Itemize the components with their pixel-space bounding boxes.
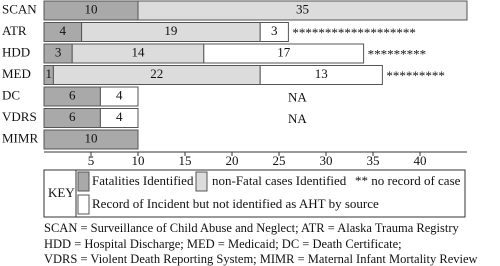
footnote: HDD = Hospital Discharge; MED = Medicaid… bbox=[44, 237, 402, 251]
legend-box bbox=[43, 169, 466, 218]
x-tick-label: 40 bbox=[414, 153, 427, 168]
row-note: NA bbox=[288, 89, 307, 104]
data-label: 35 bbox=[296, 1, 309, 16]
footnote: VDRS = Violent Death Reporting System; M… bbox=[44, 252, 478, 266]
row-note: ********* bbox=[368, 46, 427, 61]
legend-swatch bbox=[77, 171, 90, 192]
data-label: 4 bbox=[116, 109, 123, 124]
bar-segment bbox=[259, 65, 383, 85]
y-tick-label: SCAN bbox=[2, 1, 37, 16]
bar-segment bbox=[259, 22, 289, 42]
row-note: ********* bbox=[386, 68, 445, 83]
x-tick-label: 15 bbox=[179, 153, 192, 168]
data-label: 6 bbox=[69, 109, 76, 124]
footnote: SCAN = Surveillance of Child Abuse and N… bbox=[44, 221, 460, 235]
x-tick-label: 25 bbox=[273, 153, 286, 168]
row-note: ******************* bbox=[292, 25, 416, 40]
data-label: 3 bbox=[55, 44, 62, 59]
x-tick-label: 5 bbox=[88, 153, 95, 168]
bar-segment bbox=[99, 108, 139, 128]
legend-note: ** no record of case bbox=[355, 173, 461, 188]
data-label: 10 bbox=[85, 130, 98, 145]
y-tick-label: MED bbox=[2, 66, 31, 81]
x-tick-label: 10 bbox=[132, 153, 145, 168]
bar-segment bbox=[203, 43, 365, 64]
legend-label: Fatalities Identified bbox=[92, 173, 194, 188]
data-label: 4 bbox=[116, 87, 123, 102]
y-tick-label: HDD bbox=[2, 44, 30, 59]
x-tick-label: 35 bbox=[367, 153, 380, 168]
data-label: 14 bbox=[132, 44, 146, 59]
bar-segment bbox=[43, 129, 139, 150]
y-tick-label: ATR bbox=[2, 23, 27, 38]
data-label: 1 bbox=[45, 66, 52, 81]
y-tick-label: VDRS bbox=[2, 109, 37, 124]
legend-swatch bbox=[77, 194, 90, 215]
x-tick-label: 30 bbox=[320, 153, 333, 168]
data-label: 17 bbox=[277, 44, 291, 59]
legend-label: Record of Incident but not identified as… bbox=[92, 196, 379, 211]
bar-segment bbox=[137, 0, 468, 21]
data-label: 13 bbox=[315, 66, 328, 81]
data-label: 4 bbox=[60, 23, 67, 38]
legend-title: KEY bbox=[48, 185, 75, 200]
data-label: 6 bbox=[69, 87, 76, 102]
data-label: 19 bbox=[164, 23, 177, 38]
y-tick-label: MIMR bbox=[2, 130, 38, 145]
x-tick-label: 20 bbox=[226, 153, 239, 168]
y-tick-label: DC bbox=[2, 87, 20, 102]
bar-segment bbox=[99, 86, 139, 107]
legend-label: non-Fatal cases Identified bbox=[212, 173, 347, 188]
row-note: NA bbox=[288, 111, 307, 126]
data-label: 10 bbox=[85, 1, 98, 16]
data-label: 22 bbox=[150, 66, 163, 81]
data-label: 3 bbox=[271, 23, 278, 38]
legend-swatch bbox=[195, 171, 208, 192]
